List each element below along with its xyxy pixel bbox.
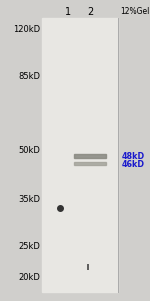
Text: 50kD: 50kD: [18, 146, 40, 155]
Bar: [74, 154, 106, 158]
Bar: [74, 162, 106, 165]
Text: 2: 2: [87, 7, 93, 17]
Text: 25kD: 25kD: [18, 242, 40, 251]
Text: 85kD: 85kD: [18, 72, 40, 81]
Text: 120kD: 120kD: [13, 25, 40, 34]
Text: 46kD: 46kD: [122, 160, 145, 169]
Text: 48kD: 48kD: [122, 152, 145, 160]
Text: 20kD: 20kD: [18, 273, 40, 282]
Bar: [42, 18, 118, 292]
Text: 1: 1: [65, 7, 71, 17]
Text: 12%Gel: 12%Gel: [120, 8, 150, 17]
Text: 35kD: 35kD: [18, 195, 40, 204]
